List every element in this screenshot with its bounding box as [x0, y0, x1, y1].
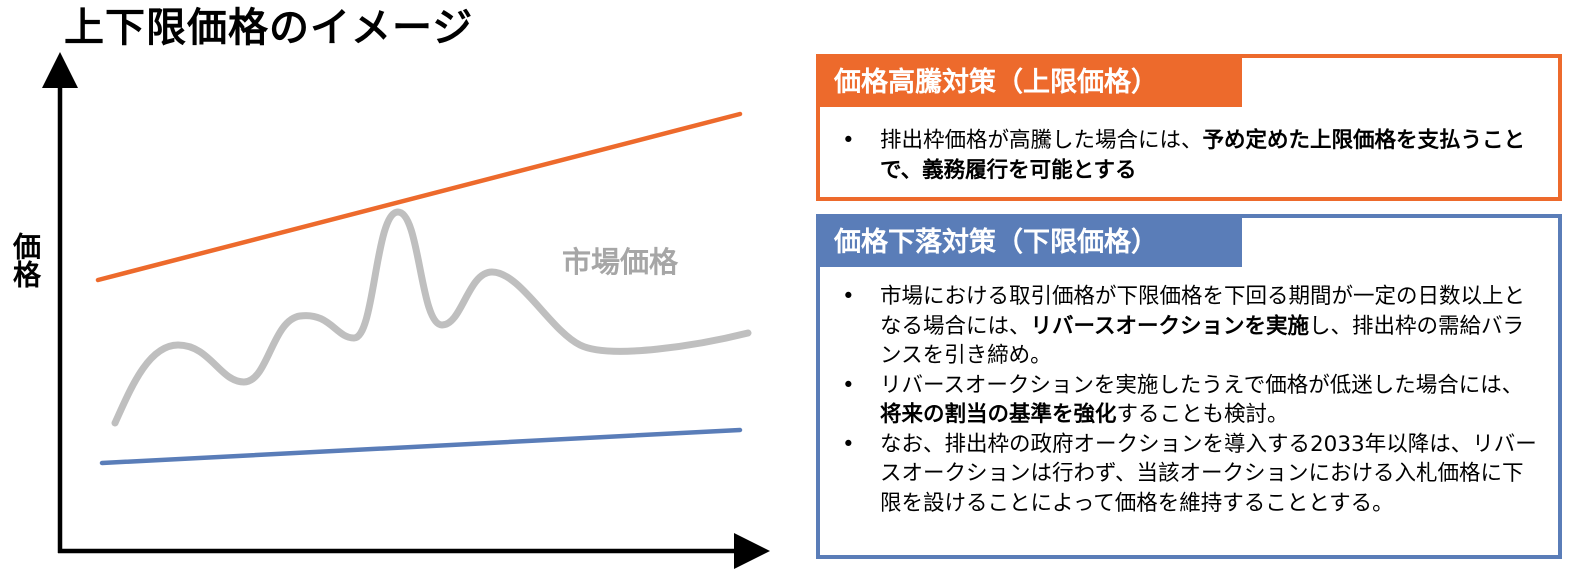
- bullet-text: することも検討。: [1116, 402, 1289, 427]
- page-title: 上下限価格のイメージ: [64, 5, 474, 51]
- lower-limit-bullet-item: リバースオークションを実施したうえで価格が低迷した場合には、将来の割当の基準を強…: [820, 371, 1558, 430]
- upper-limit-line: [95, 111, 743, 283]
- bullet-text: 排出枠価格が高騰した場合には、: [880, 128, 1203, 153]
- market-price-label: 市場価格: [562, 245, 679, 279]
- upper-limit-bullet-item: 排出枠価格が高騰した場合には、予め定めた上限価格を支払うことで、義務履行を可能と…: [820, 126, 1558, 185]
- lower-limit-bullets: 市場における取引価格が下限価格を下回る期間が一定の日数以上となる場合には、リバー…: [820, 282, 1558, 518]
- market-price-curve: [111, 208, 752, 427]
- bullet-text: なお、排出枠の政府オークションを導入する2033年以降は、リバースオークションは…: [880, 431, 1537, 516]
- bullet-emphasis-text: リバースオークションを実施: [1030, 313, 1309, 339]
- bullet-emphasis-text: 将来の割当の基準を強化: [880, 402, 1117, 427]
- bullet-emphasis-text: 予め定めた上限価格を支払うことで、義務履行を可能とする: [880, 128, 1526, 183]
- upper-limit-box: 価格高騰対策（上限価格） 排出枠価格が高騰した場合には、予め定めた上限価格を支払…: [816, 54, 1562, 201]
- lower-limit-bullet-item: なお、排出枠の政府オークションを導入する2033年以降は、リバースオークションは…: [820, 430, 1558, 519]
- lower-limit-bullet-item: 市場における取引価格が下限価格を下回る期間が一定の日数以上となる場合には、リバー…: [820, 282, 1558, 371]
- lower-limit-line: [99, 427, 743, 466]
- upper-limit-header: 価格高騰対策（上限価格）: [820, 58, 1242, 107]
- price-band-diagram: [42, 52, 770, 569]
- upper-limit-bullets: 排出枠価格が高騰した場合には、予め定めた上限価格を支払うことで、義務履行を可能と…: [820, 126, 1558, 185]
- bullet-text: 市場における取引価格が下限価格を下回る期間が一定の日数以上となる場合には、: [880, 284, 1526, 339]
- lower-limit-box: 価格下落対策（下限価格） 市場における取引価格が下限価格を下回る期間が一定の日数…: [816, 214, 1562, 559]
- y-axis-label: 価格: [9, 232, 42, 288]
- bullet-text: リバースオークションを実施したうえで価格が低迷した場合には、: [880, 372, 1524, 398]
- bullet-text: し、排出枠の需給バランスを引き締め。: [880, 313, 1524, 369]
- lower-limit-header: 価格下落対策（下限価格）: [820, 218, 1242, 267]
